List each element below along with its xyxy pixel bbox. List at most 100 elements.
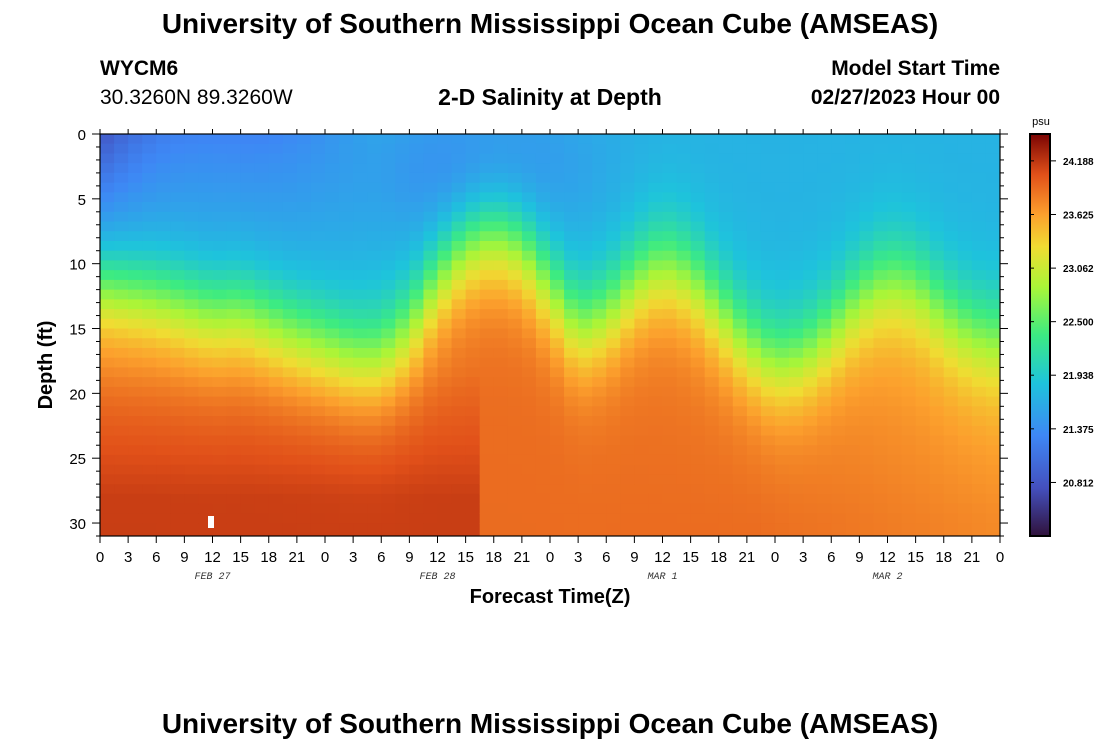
heatmap-cell [732, 377, 748, 388]
heatmap-cell [423, 464, 439, 476]
heatmap-cell [887, 211, 903, 223]
heatmap-cell [212, 299, 228, 310]
heatmap-cell [170, 406, 185, 417]
heatmap-cell [339, 240, 354, 252]
heatmap-cell [676, 279, 692, 291]
heatmap-cell [718, 309, 734, 320]
heatmap-cell [831, 231, 846, 242]
heatmap-cell [240, 367, 256, 378]
y-tick-label: 5 [78, 192, 86, 209]
heatmap-cell [268, 289, 284, 300]
heatmap-cell [943, 211, 959, 223]
heatmap-cell [831, 435, 846, 446]
heatmap-cell [156, 163, 171, 174]
heatmap-cell [550, 416, 565, 427]
heatmap-cell [690, 406, 706, 417]
heatmap-cell [142, 445, 157, 456]
heatmap-cell [676, 182, 692, 193]
heatmap-cell [887, 172, 903, 184]
heatmap-cell [873, 279, 889, 291]
heatmap-cell [198, 493, 214, 505]
heatmap-cell [676, 143, 692, 155]
heatmap-cell [817, 416, 832, 427]
heatmap-cell [606, 367, 621, 378]
heatmap-cell [803, 493, 818, 505]
heatmap-cell [789, 143, 804, 155]
heatmap-cell [535, 143, 551, 155]
heatmap-cell [648, 240, 664, 252]
heatmap-cell [943, 289, 959, 300]
heatmap-cell [353, 484, 368, 495]
heatmap-cell [873, 425, 889, 437]
heatmap-cell [521, 153, 537, 164]
heatmap-cell [606, 396, 621, 407]
heatmap-cell [592, 250, 607, 262]
heatmap-cell [887, 328, 903, 339]
x-tick-label: 0 [546, 549, 554, 566]
heatmap-cell [451, 240, 467, 252]
heatmap-cell [775, 396, 790, 407]
heatmap-cell [100, 250, 115, 262]
heatmap-cell [100, 202, 115, 213]
heatmap-cell [957, 163, 973, 174]
heatmap-cell [156, 386, 171, 398]
heatmap-cell [732, 513, 748, 524]
heatmap-cell [339, 211, 354, 223]
heatmap-cell [310, 172, 326, 184]
heatmap-cell [578, 523, 593, 534]
heatmap-cell [929, 270, 945, 281]
heatmap-cell [634, 367, 650, 378]
heatmap-cell [620, 182, 635, 193]
heatmap-cell [325, 172, 340, 184]
heatmap-cell [381, 192, 396, 203]
heatmap-cell [156, 445, 171, 456]
heatmap-cell [929, 163, 945, 174]
heatmap-cell [985, 513, 1000, 524]
heatmap-cell [943, 143, 959, 155]
heatmap-cell [564, 260, 579, 271]
heatmap-cell [803, 153, 818, 164]
heatmap-cell [592, 134, 607, 145]
heatmap-cell [100, 386, 115, 398]
heatmap-cell [240, 299, 256, 310]
heatmap-cell [325, 435, 340, 446]
heatmap-cell [381, 425, 396, 437]
heatmap-cell [535, 221, 551, 232]
heatmap-cell [606, 172, 621, 184]
heatmap-cell [353, 182, 368, 193]
heatmap-cell [578, 454, 593, 466]
heatmap-cell [325, 377, 340, 388]
heatmap-cell [423, 338, 439, 349]
heatmap-cell [282, 172, 298, 184]
heatmap-cell [156, 172, 171, 184]
heatmap-cell [296, 134, 312, 145]
heatmap-cell [592, 231, 607, 242]
heatmap-cell [142, 134, 157, 145]
x-tick-label: 0 [96, 549, 104, 566]
heatmap-cell [437, 309, 453, 320]
heatmap-cell [943, 493, 959, 505]
heatmap-cell [620, 435, 635, 446]
heatmap-cell [578, 299, 593, 310]
heatmap-cell [985, 211, 1000, 223]
heatmap-cell [831, 309, 846, 320]
heatmap-cell [803, 309, 818, 320]
heatmap-cell [803, 435, 818, 446]
heatmap-cell [226, 153, 242, 164]
heatmap-cell [451, 250, 467, 262]
heatmap-cell [114, 406, 129, 417]
heatmap-cell [901, 182, 917, 193]
heatmap-cell [198, 299, 214, 310]
heatmap-cell [184, 377, 200, 388]
heatmap-cell [170, 182, 185, 193]
heatmap-cell [339, 454, 354, 466]
heatmap-cell [409, 318, 425, 330]
heatmap-cell [550, 260, 565, 271]
heatmap-cell [929, 328, 945, 339]
heatmap-cell [915, 211, 931, 223]
heatmap-cell [367, 289, 382, 300]
heatmap-cell [845, 493, 860, 505]
heatmap-cell [521, 425, 537, 437]
heatmap-cell [789, 299, 804, 310]
heatmap-cell [718, 484, 734, 495]
